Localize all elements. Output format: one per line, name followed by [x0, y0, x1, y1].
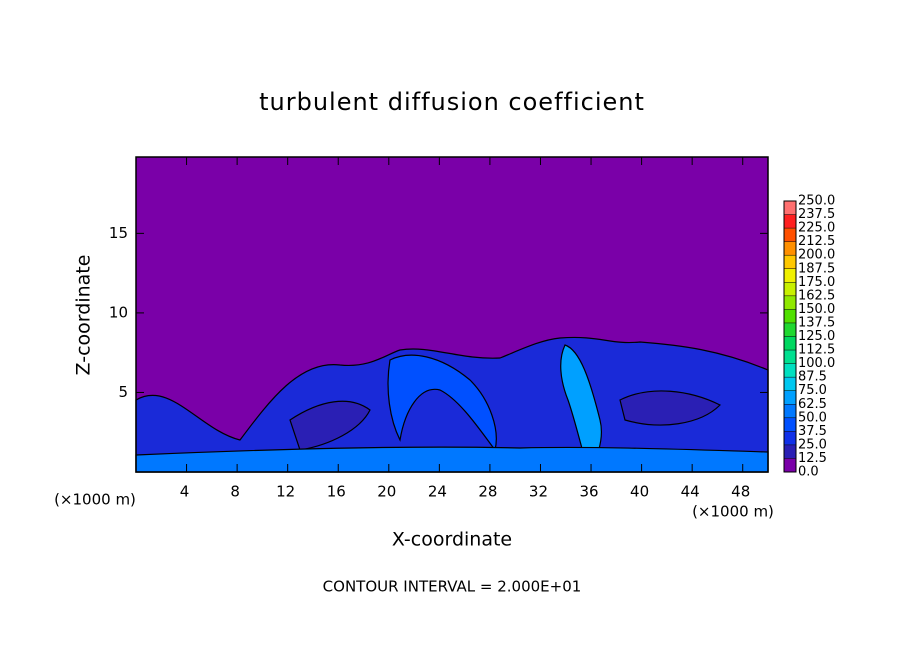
colorbar-swatch	[784, 214, 796, 229]
x-tick-label: 32	[529, 483, 548, 501]
colorbar-label: 0.0	[798, 465, 819, 480]
colorbar-swatch	[784, 458, 796, 472]
colorbar-label: 37.5	[798, 424, 827, 439]
colorbar-swatch	[784, 363, 796, 378]
y-tick-label: 15	[109, 224, 128, 242]
colorbar-swatch	[784, 241, 796, 256]
x-tick-label: 8	[230, 483, 240, 501]
colorbar-label: 162.5	[798, 288, 835, 303]
colorbar-swatch	[784, 431, 796, 445]
x-tick-label: 28	[478, 483, 497, 501]
x-tick-label: 20	[377, 483, 396, 501]
colorbar-swatch	[784, 201, 796, 215]
y-tick-label: 5	[118, 383, 128, 401]
colorbar-swatch	[784, 282, 796, 296]
colorbar-swatch	[784, 377, 796, 391]
colorbar-label: 200.0	[798, 248, 835, 263]
colorbar-label: 150.0	[798, 302, 835, 317]
colorbar-label: 100.0	[798, 356, 835, 371]
colorbar-label: 12.5	[798, 451, 827, 466]
colorbar-label: 75.0	[798, 383, 827, 398]
x-tick-label: 40	[630, 483, 649, 501]
colorbar-swatch	[784, 444, 796, 459]
x-tick-label: 12	[276, 483, 295, 501]
colorbar-label: 137.5	[798, 315, 835, 330]
x-unit-label: (×1000 m)	[692, 503, 774, 521]
colorbar-label: 62.5	[798, 397, 827, 412]
colorbar-label: 50.0	[798, 410, 827, 425]
colorbar-label: 250.0	[798, 194, 835, 209]
colorbar-swatch	[784, 390, 796, 405]
footer-note: CONTOUR INTERVAL = 2.000E+01	[323, 578, 582, 596]
colorbar-label: 87.5	[798, 370, 827, 385]
plot-frame	[135, 156, 769, 473]
colorbar-swatch	[784, 309, 796, 323]
colorbar-label: 112.5	[798, 343, 835, 358]
colorbar-label: 187.5	[798, 261, 835, 276]
colorbar-label: 225.0	[798, 221, 835, 236]
colorbar-label: 237.5	[798, 207, 835, 222]
colorbar-label: 175.0	[798, 275, 835, 290]
x-unit-label: (×1000 m)	[54, 491, 136, 509]
colorbar-swatch	[784, 350, 796, 364]
colorbar-label: 125.0	[798, 329, 835, 344]
x-tick-label: 24	[428, 483, 447, 501]
colorbar-swatch	[784, 255, 796, 269]
colorbar-label: 25.0	[798, 437, 827, 452]
y-axis-label: Z-coordinate	[73, 255, 95, 376]
colorbar-label: 212.5	[798, 234, 835, 249]
colorbar-swatch	[784, 336, 796, 351]
turbulence-field	[135, 336, 769, 473]
y-tick-label: 10	[109, 303, 128, 321]
chart-title: turbulent diffusion coefficient	[259, 88, 645, 116]
colorbar-swatch	[784, 404, 796, 418]
colorbar-swatch	[784, 322, 796, 337]
colorbar-swatch	[784, 295, 796, 310]
colorbar-swatch	[784, 228, 796, 242]
x-tick-label: 4	[180, 483, 190, 501]
x-tick-label: 36	[579, 483, 598, 501]
colorbar-swatch	[784, 268, 796, 283]
x-tick-label: 48	[731, 483, 750, 501]
x-tick-label: 16	[327, 483, 346, 501]
x-tick-label: 44	[681, 483, 700, 501]
x-axis-label: X-coordinate	[392, 529, 512, 551]
colorbar-swatch	[784, 417, 796, 432]
